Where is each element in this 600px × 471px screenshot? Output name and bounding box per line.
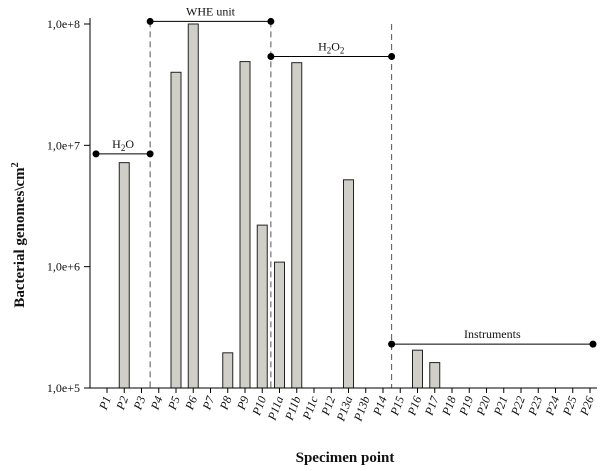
- x-tick-label: P23: [525, 394, 545, 418]
- x-tick-label: P2: [113, 394, 131, 412]
- annotation-label: H2O: [112, 137, 134, 153]
- bar-P16: [412, 349, 423, 389]
- bar-P9: [239, 61, 251, 389]
- x-tick-label: P5: [165, 394, 183, 412]
- bar-P8: [222, 352, 234, 389]
- bracket-end-dot: [267, 52, 275, 60]
- bracket-end-dot: [146, 17, 154, 25]
- bar-P5: [170, 71, 182, 389]
- bracket-end-dot: [388, 340, 396, 348]
- bar-P6: [187, 23, 199, 389]
- group-annotations: H2O WHE unit H2O2 Instruments: [92, 4, 597, 348]
- bracket-end-dot: [589, 340, 597, 348]
- annotation-label: H2O2: [318, 39, 344, 55]
- y-tick-label: 1,0e+8: [47, 17, 80, 31]
- x-tick-label: P14: [370, 394, 390, 418]
- bracket-end-dot: [146, 150, 154, 158]
- x-tick-label: P21: [490, 394, 510, 418]
- x-tick-label: P8: [217, 394, 235, 412]
- bracket-end-dot: [92, 150, 100, 158]
- y-tick-label: 1,0e+7: [47, 138, 80, 152]
- group-dividers: [149, 21, 393, 388]
- x-tick-label: P17: [421, 393, 441, 418]
- x-ticks: P1 P2 P3 P4 P5 P6 P7 P8 P9P10P11aP11bP11cP12P13a…: [96, 388, 597, 424]
- x-tick-label: P7: [199, 393, 217, 412]
- x-tick-label: P22: [508, 394, 528, 418]
- x-tick-label: P6: [182, 394, 200, 412]
- x-tick-label: P20: [473, 394, 493, 418]
- x-tick-label: P19: [456, 394, 476, 418]
- bar-P11b: [291, 62, 303, 389]
- y-ticks: 1,0e+5 1,0e+6 1,0e+7 1,0e+8: [47, 17, 90, 395]
- x-tick-label: P11c: [299, 394, 321, 423]
- bar-P10: [256, 224, 268, 389]
- x-tick-label: P12: [318, 394, 338, 418]
- bracket-end-dot: [267, 17, 275, 25]
- x-axis-label: Specimen point: [296, 450, 395, 466]
- x-tick-label: P3: [130, 394, 148, 412]
- x-tick-label: P24: [542, 394, 562, 418]
- y-tick-label: 1,0e+5: [47, 381, 80, 395]
- y-tick-label: 1,0e+6: [47, 260, 80, 274]
- axes: [89, 18, 597, 389]
- x-tick-label: P9: [234, 394, 252, 412]
- x-tick-label: P15: [387, 394, 407, 418]
- bracket-end-dot: [388, 52, 396, 60]
- bar-P17: [429, 362, 441, 389]
- x-tick-label: P18: [439, 394, 459, 418]
- x-tick-label: P10: [249, 394, 269, 418]
- bar-P2: [118, 162, 130, 389]
- x-tick-label: P16: [404, 394, 424, 418]
- x-tick-label: P4: [148, 394, 166, 412]
- x-tick-label: P25: [559, 394, 579, 418]
- bar-P11a: [274, 261, 285, 389]
- annotation-label: Instruments: [464, 327, 521, 341]
- x-tick-label: P1: [96, 394, 114, 412]
- y-axis-label: Bacterial genomes\cm2: [10, 162, 28, 307]
- annotation-label: WHE unit: [186, 4, 236, 18]
- bar-P13a: [343, 179, 354, 389]
- x-tick-label: P26: [577, 394, 597, 418]
